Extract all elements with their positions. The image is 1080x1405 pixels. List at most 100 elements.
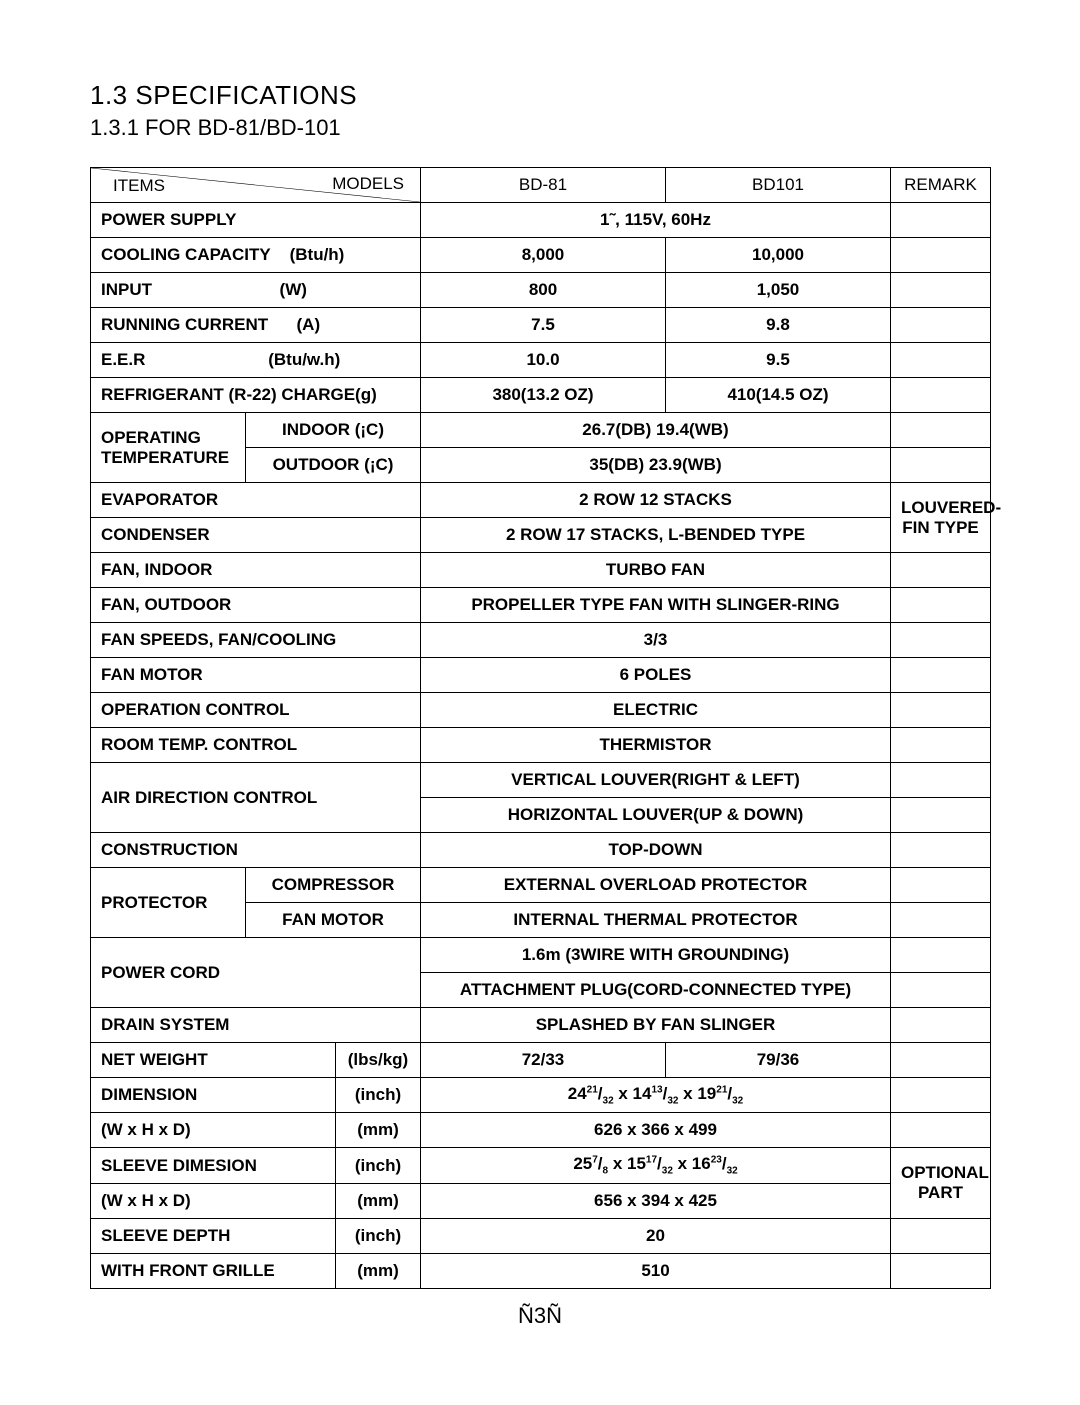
value-a: 800	[421, 273, 666, 308]
table-row: DRAIN SYSTEM SPLASHED BY FAN SLINGER	[91, 1008, 991, 1043]
value-cell: TURBO FAN	[421, 553, 891, 588]
label-cell: EVAPORATOR	[91, 483, 421, 518]
value-b: 9.5	[666, 343, 891, 378]
table-row: CONSTRUCTION TOP-DOWN	[91, 833, 991, 868]
label-cell: DRAIN SYSTEM	[91, 1008, 421, 1043]
remark-cell	[891, 308, 991, 343]
label-cell: POWER SUPPLY	[91, 203, 421, 238]
items-label: ITEMS	[113, 176, 165, 196]
table-row: INPUT (W) 800 1,050	[91, 273, 991, 308]
label-cell: CONSTRUCTION	[91, 833, 421, 868]
spec-table: MODELS ITEMS BD-81 BD101 REMARK POWER SU…	[90, 167, 991, 1289]
value-b: 1,050	[666, 273, 891, 308]
remark-cell	[891, 1043, 991, 1078]
label-cell: CONDENSER	[91, 518, 421, 553]
table-row: FAN SPEEDS, FAN/COOLING 3/3	[91, 623, 991, 658]
value-cell: THERMISTOR	[421, 728, 891, 763]
model-a-header: BD-81	[421, 168, 666, 203]
value-cell: SPLASHED BY FAN SLINGER	[421, 1008, 891, 1043]
table-row: ROOM TEMP. CONTROL THERMISTOR	[91, 728, 991, 763]
label-cell: FAN, INDOOR	[91, 553, 421, 588]
table-row: COOLING CAPACITY (Btu/h) 8,000 10,000	[91, 238, 991, 273]
table-row: EVAPORATOR 2 ROW 12 STACKS LOUVERED-FIN …	[91, 483, 991, 518]
value-cell: 656 x 394 x 425	[421, 1183, 891, 1218]
label-text: E.E.R	[101, 350, 145, 369]
value-cell: 1˜, 115V, 60Hz	[421, 203, 891, 238]
label-cell: ROOM TEMP. CONTROL	[91, 728, 421, 763]
unit-cell: (mm)	[336, 1253, 421, 1288]
value-cell: 3/3	[421, 623, 891, 658]
table-row: REFRIGERANT (R-22) CHARGE(g) 380(13.2 OZ…	[91, 378, 991, 413]
page-footer: Ñ3Ñ	[90, 1303, 990, 1329]
sublabel-cell: INDOOR (¡C)	[246, 413, 421, 448]
spec-page: 1.3 SPECIFICATIONS 1.3.1 FOR BD-81/BD-10…	[0, 0, 1080, 1349]
unit-cell: (lbs/kg)	[336, 1043, 421, 1078]
table-row: AIR DIRECTION CONTROL VERTICAL LOUVER(RI…	[91, 763, 991, 798]
label-text: RUNNING CURRENT	[101, 315, 268, 334]
value-cell: PROPELLER TYPE FAN WITH SLINGER-RING	[421, 588, 891, 623]
value-b: 9.8	[666, 308, 891, 343]
remark-cell	[891, 728, 991, 763]
label-cell: NET WEIGHT	[91, 1043, 336, 1078]
unit-cell: (inch)	[336, 1218, 421, 1253]
unit-cell: (mm)	[336, 1183, 421, 1218]
table-row: WITH FRONT GRILLE (mm) 510	[91, 1253, 991, 1288]
table-row: OPERATING TEMPERATURE INDOOR (¡C) 26.7(D…	[91, 413, 991, 448]
value-cell: TOP-DOWN	[421, 833, 891, 868]
remark-cell	[891, 273, 991, 308]
table-row: DIMENSION (inch) 2421/32 x 1413/32 x 192…	[91, 1078, 991, 1113]
label-cell: FAN MOTOR	[91, 658, 421, 693]
label-cell: (W x H x D)	[91, 1113, 336, 1148]
section-subheading: 1.3.1 FOR BD-81/BD-101	[90, 115, 990, 141]
remark-cell	[891, 1008, 991, 1043]
table-row: (W x H x D) (mm) 656 x 394 x 425	[91, 1183, 991, 1218]
remark-cell	[891, 798, 991, 833]
value-cell: EXTERNAL OVERLOAD PROTECTOR	[421, 868, 891, 903]
remark-cell	[891, 378, 991, 413]
unit-cell: (inch)	[336, 1078, 421, 1113]
models-label: MODELS	[332, 174, 404, 194]
table-row: POWER CORD 1.6m (3WIRE WITH GROUNDING)	[91, 938, 991, 973]
label-cell: E.E.R (Btu/w.h)	[91, 343, 421, 378]
table-row: CONDENSER 2 ROW 17 STACKS, L-BENDED TYPE	[91, 518, 991, 553]
remark-cell	[891, 413, 991, 448]
label-cell: REFRIGERANT (R-22) CHARGE(g)	[91, 378, 421, 413]
value-cell: VERTICAL LOUVER(RIGHT & LEFT)	[421, 763, 891, 798]
table-row: FAN MOTOR 6 POLES	[91, 658, 991, 693]
value-a: 8,000	[421, 238, 666, 273]
unit-text: (Btu/h)	[290, 245, 345, 264]
label-cell: INPUT (W)	[91, 273, 421, 308]
value-cell: 2 ROW 17 STACKS, L-BENDED TYPE	[421, 518, 891, 553]
unit-cell: (inch)	[336, 1148, 421, 1183]
remark-cell	[891, 1253, 991, 1288]
items-models-header: MODELS ITEMS	[91, 168, 421, 203]
label-cell: SLEEVE DIMESION	[91, 1148, 336, 1183]
value-a: 10.0	[421, 343, 666, 378]
label-cell: (W x H x D)	[91, 1183, 336, 1218]
sublabel-cell: OUTDOOR (¡C)	[246, 448, 421, 483]
remark-cell	[891, 448, 991, 483]
remark-cell	[891, 868, 991, 903]
label-cell: OPERATING TEMPERATURE	[91, 413, 246, 483]
label-cell: DIMENSION	[91, 1078, 336, 1113]
remark-cell	[891, 343, 991, 378]
value-cell: 626 x 366 x 499	[421, 1113, 891, 1148]
unit-text: (Btu/w.h)	[268, 350, 340, 369]
value-b: 10,000	[666, 238, 891, 273]
value-cell: INTERNAL THERMAL PROTECTOR	[421, 903, 891, 938]
value-cell: 510	[421, 1253, 891, 1288]
remark-cell	[891, 203, 991, 238]
label-cell: SLEEVE DEPTH	[91, 1218, 336, 1253]
value-cell: ELECTRIC	[421, 693, 891, 728]
table-row: OPERATION CONTROL ELECTRIC	[91, 693, 991, 728]
table-row: FAN, INDOOR TURBO FAN	[91, 553, 991, 588]
label-cell: AIR DIRECTION CONTROL	[91, 763, 421, 833]
label-cell: FAN, OUTDOOR	[91, 588, 421, 623]
table-row: NET WEIGHT (lbs/kg) 72/33 79/36	[91, 1043, 991, 1078]
remark-cell	[891, 658, 991, 693]
value-cell: 6 POLES	[421, 658, 891, 693]
remark-header: REMARK	[891, 168, 991, 203]
remark-cell	[891, 588, 991, 623]
model-b-header: BD101	[666, 168, 891, 203]
table-row: RUNNING CURRENT (A) 7.5 9.8	[91, 308, 991, 343]
